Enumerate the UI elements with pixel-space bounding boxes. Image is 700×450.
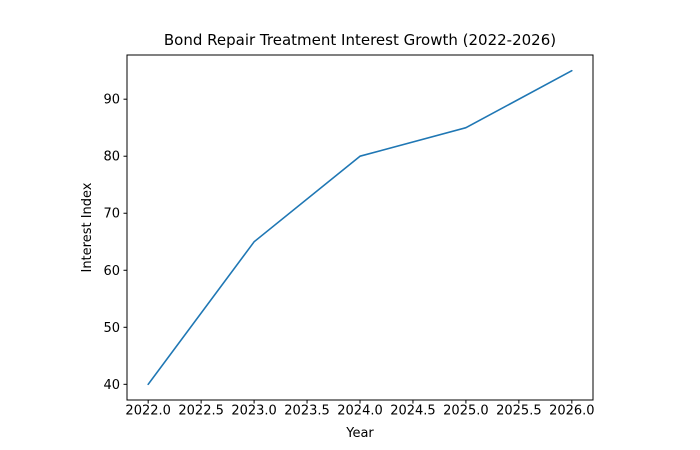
x-tick-label: 2022.5 [178,404,224,419]
x-tick-label: 2026.0 [549,404,595,419]
series-line [147,69,573,386]
y-tick-label: 40 [103,378,120,393]
x-tick-label: 2025.0 [443,404,489,419]
x-tick-label: 2023.0 [231,404,277,419]
y-tick-label: 90 [103,93,120,108]
y-axis-label: Interest Index [80,182,95,272]
x-tick-label: 2023.5 [284,404,330,419]
x-axis-label: Year [345,426,374,441]
x-tick-label: 2022.0 [125,404,171,419]
y-tick-label: 80 [103,150,120,165]
x-ticks: 2022.0 2022.5 2023.0 2023.5 2024.0 2024.5 2025… [125,400,595,419]
y-tick-label: 50 [103,321,120,336]
x-tick-label: 2024.5 [390,404,436,419]
y-ticks: 40 50 60 70 80 90 [103,93,127,393]
chart-title: Bond Repair Treatment Interest Growth (2… [164,31,556,49]
y-tick-label: 70 [103,207,120,222]
x-tick-label: 2025.5 [496,404,542,419]
x-tick-label: 2024.0 [337,404,383,419]
plot-area [126,54,594,401]
y-tick-label: 60 [103,264,120,279]
